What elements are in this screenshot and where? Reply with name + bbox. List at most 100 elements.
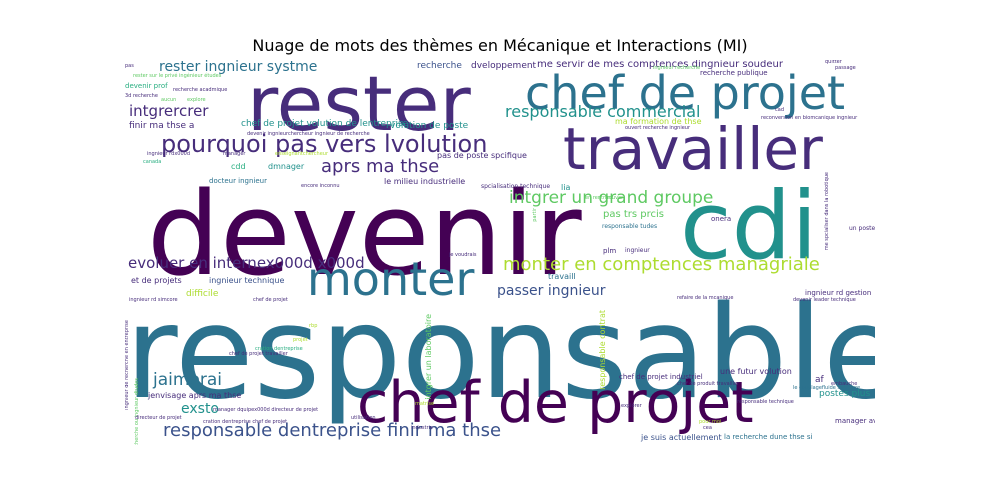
cloud-word: et de projets xyxy=(131,276,182,285)
cloud-word: chef de projet industriel xyxy=(619,373,703,381)
cloud-word: une futur volution xyxy=(720,367,792,376)
cloud-word: utilisation xyxy=(351,415,376,421)
cloud-word: encore inconnu xyxy=(301,183,340,189)
cloud-word: lia xyxy=(561,183,571,192)
cloud-word: rester xyxy=(247,60,471,148)
cloud-word: quitter xyxy=(825,60,842,65)
cloud-word: ingnieur technique xyxy=(209,276,285,285)
cloud-word: chef de projet xyxy=(525,66,846,120)
cloud-word: pas xyxy=(125,63,134,69)
cloud-word: manager xyxy=(223,151,246,157)
cloud-word: ingnieur xyxy=(625,247,650,254)
cloud-word: ma formation de thse xyxy=(615,117,702,126)
cloud-word: travaill xyxy=(548,272,576,281)
cloud-word: jenvisage aprs ma thse xyxy=(148,391,242,400)
cloud-word: pas trs prcis xyxy=(603,209,665,220)
cloud-word: manager dquipex000d directeur de projet xyxy=(213,407,319,413)
cloud-word: industrie xyxy=(411,425,433,431)
cloud-word: responsable tudes xyxy=(602,223,658,230)
cloud-word: devenir ingnieurchercheur ingnieur de re… xyxy=(247,131,370,137)
cloud-word: ingnieur rdx000d xyxy=(147,151,190,157)
cloud-word: pas de poste spcifique xyxy=(437,151,527,160)
cloud-word: spcialisation technique xyxy=(481,183,551,190)
cloud-word: difficile xyxy=(186,289,219,299)
cloud-word: rester sur le privé ingénieur études xyxy=(133,73,222,79)
cloud-word: intgrer un grand groupe xyxy=(509,188,714,208)
cloud-word: postes plus xyxy=(819,389,871,399)
cloud-word: jaimerai xyxy=(153,370,223,390)
cloud-word: travailler xyxy=(563,115,823,183)
cloud-word: rbp xyxy=(309,323,318,329)
word-cloud: responsable devenir cdi rester chef de proje… xyxy=(125,60,875,445)
cloud-word: ouvert recherche ingnieur xyxy=(625,125,691,131)
cloud-word: devenir prof xyxy=(125,82,168,90)
cloud-word: aprs ma thse xyxy=(321,156,440,177)
cloud-word: me spcialiser dans la robotique xyxy=(824,172,830,251)
cloud-word: explore xyxy=(187,97,206,103)
cloud-word: docteur ingnieur xyxy=(209,177,267,185)
cloud-word: refaire de la mcanique xyxy=(677,295,734,301)
cloud-word: monter xyxy=(307,252,475,306)
cloud-word: passer ingnieur xyxy=(497,283,606,299)
cloud-word: rester ingnieur systme xyxy=(159,60,318,75)
cloud-word: reconversion en biomcanique ingnieur xyxy=(761,115,858,121)
cloud-word: monter en comptences managriale xyxy=(503,254,820,275)
cloud-word: responsable contrat xyxy=(598,310,607,390)
cloud-word: en rentrant xyxy=(585,195,614,201)
cloud-word: devenir xyxy=(147,168,582,302)
cloud-word: explorer xyxy=(621,403,642,409)
cloud-word: evoluer en internex000d x000d xyxy=(128,254,365,272)
cloud-word: dmnager xyxy=(268,162,305,171)
cloud-word: exsto xyxy=(181,401,220,417)
cloud-word: recherche xyxy=(417,61,462,71)
cloud-word: pour moi xyxy=(699,419,722,425)
cloud-word: responsable commercial xyxy=(505,102,701,121)
cloud-word: je suis actuellement xyxy=(641,433,722,442)
cloud-word: ingnieur de recherche en entreprise xyxy=(125,320,130,410)
cloud-word: finir ma thse a xyxy=(129,121,195,131)
cloud-word: me servir de mes comptences dingnieur so… xyxy=(537,60,783,70)
cloud-word: partir xyxy=(532,208,538,222)
cloud-word: ingnieur de recherche ou ingnieur dtudes xyxy=(134,378,140,445)
cloud-word: manager avoir xyxy=(835,417,875,425)
cloud-word: matrise xyxy=(415,401,435,407)
cloud-word: plm xyxy=(603,247,617,255)
cloud-word: je voudrais xyxy=(449,252,477,258)
cloud-word: chef de projet xyxy=(357,370,754,436)
cloud-word: trouver xyxy=(605,195,624,201)
cloud-word: embauche xyxy=(831,381,858,387)
cloud-word: chef de produit travailler xyxy=(677,381,740,387)
cloud-word: un poste xyxy=(849,225,875,232)
cloud-word: af xyxy=(815,375,824,385)
cloud-word: ingnieur rd gestion xyxy=(805,289,872,297)
cloud-word: responsable xyxy=(125,279,875,428)
page-title: Nuage de mots des thèmes en Mécanique et… xyxy=(252,36,748,55)
cloud-word: canada xyxy=(143,159,162,165)
cloud-word: ingnieur recherche xyxy=(653,65,701,71)
cloud-word: projet xyxy=(293,337,308,343)
cloud-word: responsable dentreprise finir ma thse xyxy=(163,420,502,441)
cloud-word: cdd xyxy=(231,162,246,171)
cloud-word: chef de projet volution de lentreprise xyxy=(241,119,409,129)
cloud-word: le milieu industrielle xyxy=(384,177,466,186)
cloud-word: enseignantchercheur xyxy=(275,151,329,157)
cloud-word: directeur de projet xyxy=(135,415,182,421)
cloud-word: intgrer un laboratoire xyxy=(424,314,433,400)
cloud-word: passage xyxy=(835,65,856,71)
cloud-word: volution de poste xyxy=(390,121,469,131)
cloud-word: dveloppement xyxy=(471,61,537,71)
cloud-word: cdi xyxy=(680,172,818,281)
cloud-word: recherche acadmique xyxy=(173,87,228,93)
cloud-word: cration dentreprise xyxy=(255,346,303,352)
cloud-word: onera xyxy=(711,215,732,223)
cloud-word: cration dentreprise chef de projet xyxy=(203,419,288,425)
cloud-word: chef de projet travailler xyxy=(229,351,288,357)
cloud-word: recherche publique xyxy=(700,69,768,77)
cloud-word: la recherche dune thse si xyxy=(724,433,813,441)
cloud-word: 3d recherche xyxy=(125,93,158,99)
cloud-word: chef de projet xyxy=(253,297,288,303)
cloud-word: devenir leader technique xyxy=(793,297,856,303)
cloud-word: cea xyxy=(703,425,712,431)
cloud-word: pourquoi pas vers lvolution xyxy=(161,130,488,158)
cloud-word: ingnieur rd simcore xyxy=(129,297,178,303)
